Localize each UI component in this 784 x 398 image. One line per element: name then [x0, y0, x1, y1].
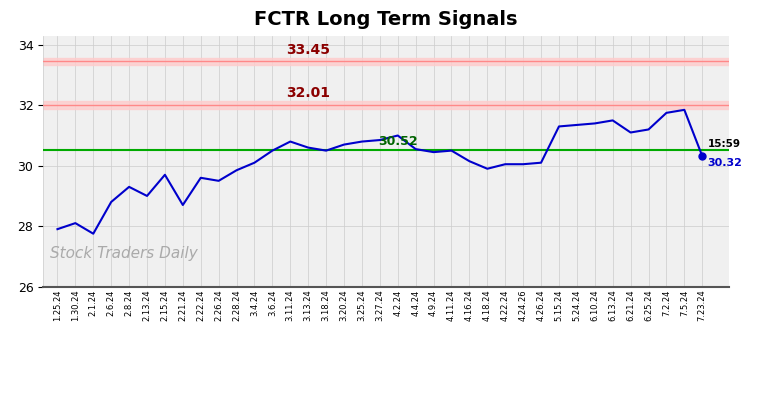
Text: 33.45: 33.45 [286, 43, 330, 57]
Text: 32.01: 32.01 [286, 86, 330, 100]
Bar [43, 58, 729, 65]
Text: Stock Traders Daily: Stock Traders Daily [50, 246, 198, 261]
Title: FCTR Long Term Signals: FCTR Long Term Signals [254, 10, 518, 29]
Text: 30.32: 30.32 [708, 158, 742, 168]
Text: 30.52: 30.52 [378, 135, 418, 148]
Bar [43, 101, 729, 109]
Text: 15:59: 15:59 [708, 139, 741, 148]
